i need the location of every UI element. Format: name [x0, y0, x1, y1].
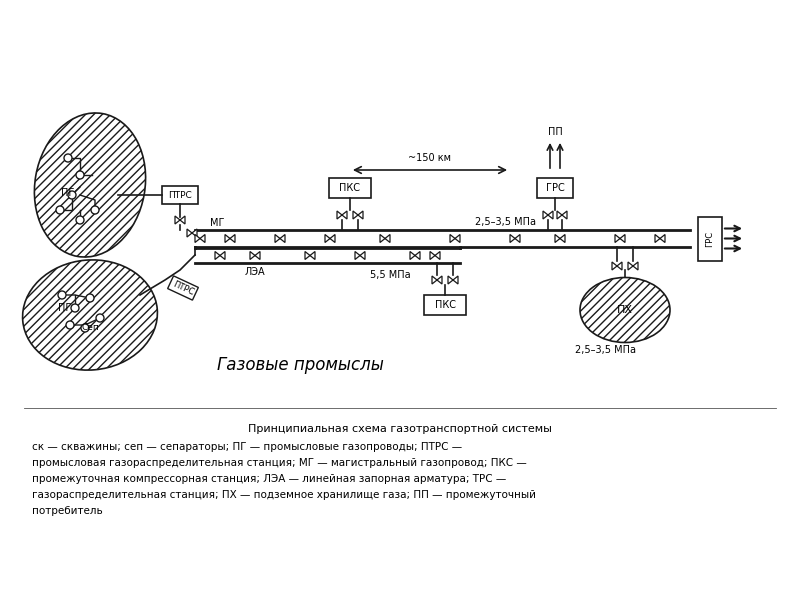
Text: МГ: МГ [210, 218, 225, 228]
Text: ПКС: ПКС [339, 183, 361, 193]
Text: Сеп: Сеп [81, 323, 99, 332]
Bar [424, 295, 466, 315]
Circle shape [81, 324, 89, 332]
Text: 5,5 МПа: 5,5 МПа [370, 270, 410, 280]
Circle shape [96, 314, 104, 322]
Circle shape [76, 216, 84, 224]
Polygon shape [448, 276, 458, 284]
Text: ЛЭА: ЛЭА [245, 267, 266, 277]
Ellipse shape [34, 113, 146, 257]
Text: газораспределительная станция; ПХ — подземное хранилище газа; ПП — промежуточный: газораспределительная станция; ПХ — подз… [32, 490, 536, 500]
Polygon shape [410, 251, 420, 259]
Text: ГРС: ГРС [546, 183, 564, 193]
Text: ПТРС: ПТРС [171, 279, 195, 297]
Polygon shape [432, 276, 442, 284]
Polygon shape [430, 251, 440, 259]
Bar [329, 178, 371, 198]
Text: ПГ: ПГ [62, 188, 74, 198]
Polygon shape [450, 235, 460, 242]
Text: ~150 км: ~150 км [409, 153, 451, 163]
Polygon shape [337, 211, 347, 219]
Polygon shape [612, 262, 622, 270]
Bar [162, 186, 198, 204]
Circle shape [56, 206, 64, 214]
Text: промежуточная компрессорная станция; ЛЭА — линейная запорная арматура; ТРС —: промежуточная компрессорная станция; ЛЭА… [32, 474, 506, 484]
Text: потребитель: потребитель [32, 506, 102, 516]
Polygon shape [353, 211, 363, 219]
Ellipse shape [580, 277, 670, 343]
Text: 2,5–3,5 МПа: 2,5–3,5 МПа [575, 345, 636, 355]
Text: ПХ: ПХ [617, 305, 633, 315]
Circle shape [71, 304, 79, 312]
Text: 2,5–3,5 МПа: 2,5–3,5 МПа [475, 217, 536, 227]
Polygon shape [557, 211, 567, 219]
Text: Газовые промыслы: Газовые промыслы [217, 356, 383, 374]
Text: ПКС: ПКС [434, 300, 455, 310]
Text: ГРС: ГРС [706, 230, 714, 247]
Polygon shape [615, 235, 625, 242]
Polygon shape [510, 235, 520, 242]
Polygon shape [225, 235, 235, 242]
Circle shape [66, 321, 74, 329]
Polygon shape [355, 251, 365, 259]
Circle shape [68, 191, 76, 199]
Ellipse shape [22, 260, 158, 370]
Polygon shape [187, 229, 197, 237]
Polygon shape [555, 235, 565, 242]
Polygon shape [655, 235, 665, 242]
Polygon shape [380, 235, 390, 242]
Circle shape [76, 171, 84, 179]
Polygon shape [325, 235, 335, 242]
Circle shape [58, 291, 66, 299]
Polygon shape [175, 216, 185, 224]
Text: промысловая газораспределительная станция; МГ — магистральный газопровод; ПКС —: промысловая газораспределительная станци… [32, 458, 526, 468]
Bar [698, 217, 722, 260]
Text: ПТРС: ПТРС [168, 191, 192, 199]
Polygon shape [628, 262, 638, 270]
Circle shape [91, 206, 99, 214]
Circle shape [64, 154, 72, 162]
Polygon shape [305, 251, 315, 259]
Bar [537, 178, 573, 198]
Text: ПГ: ПГ [58, 303, 72, 313]
Text: ПП: ПП [548, 127, 562, 137]
Polygon shape [250, 251, 260, 259]
Circle shape [86, 294, 94, 302]
Polygon shape [195, 235, 205, 242]
Polygon shape [275, 235, 285, 242]
Polygon shape [543, 211, 553, 219]
Polygon shape [215, 251, 225, 259]
Text: ск — скважины; сеп — сепараторы; ПГ — промысловые газопроводы; ПТРС —: ск — скважины; сеп — сепараторы; ПГ — пр… [32, 442, 462, 452]
Text: Принципиальная схема газотранспортной системы: Принципиальная схема газотранспортной си… [248, 424, 552, 434]
